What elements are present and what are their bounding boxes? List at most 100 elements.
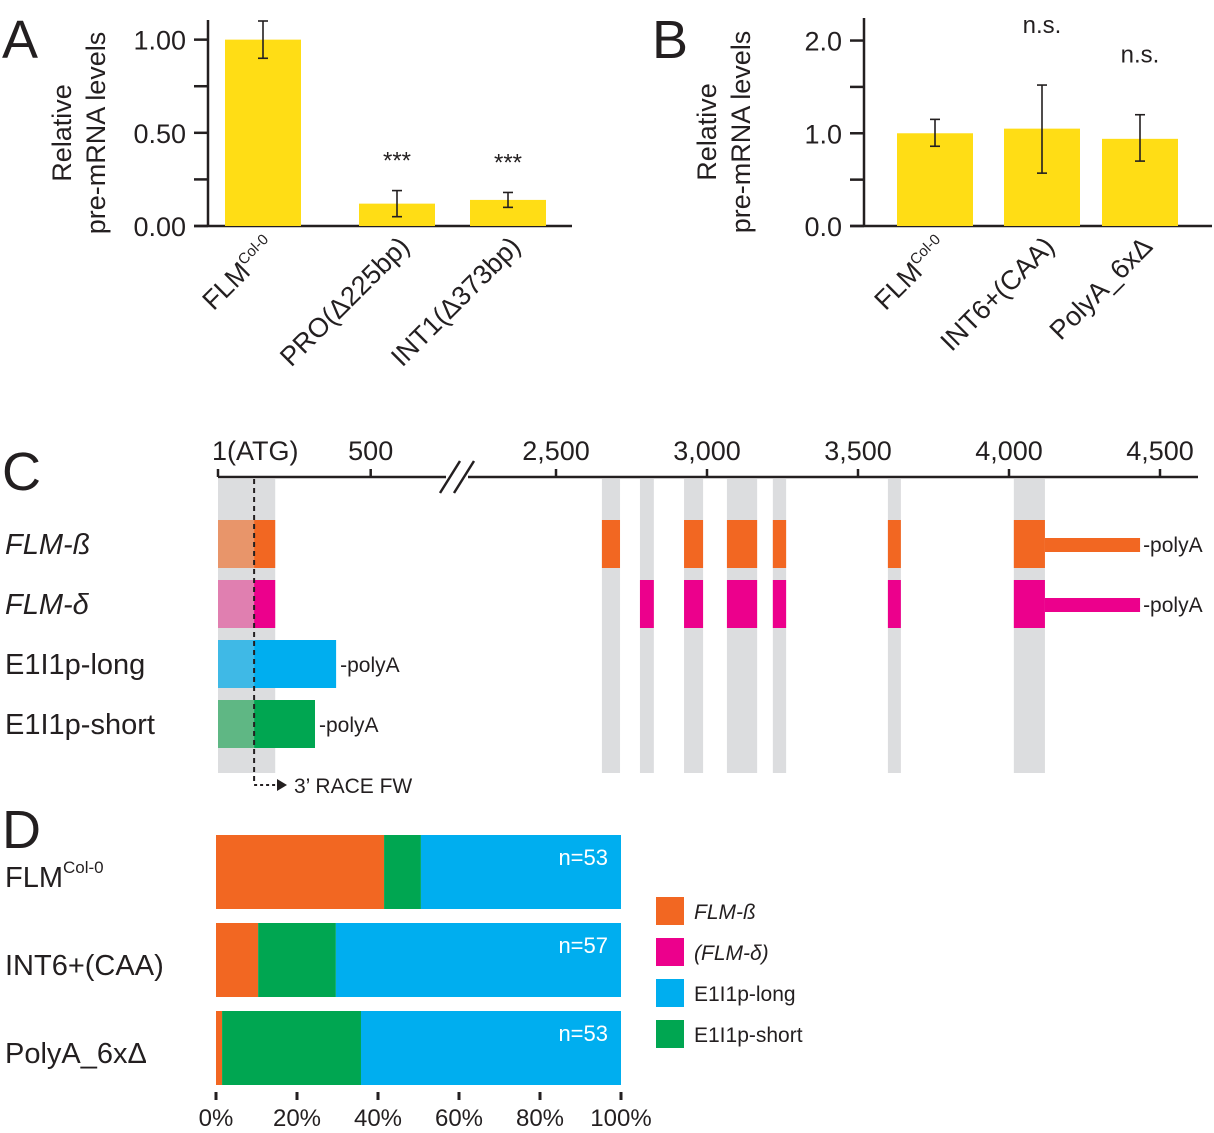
axis-tick-label: 2,500	[522, 436, 590, 466]
polya-label: -polyA	[319, 714, 379, 737]
panel-letter-b: B	[652, 10, 688, 70]
y-tick-label: 0.00	[133, 212, 186, 242]
stacked-bar-segment	[216, 923, 259, 997]
x-tick-label: 40%	[354, 1105, 402, 1132]
transcript-segment	[254, 640, 337, 688]
x-tick-label-text: PolyA_6xΔ	[1044, 231, 1159, 346]
category-name: PolyA_6xΔ	[1044, 231, 1159, 346]
sample-size-label: n=53	[558, 845, 608, 870]
utr-tail	[1044, 538, 1141, 552]
axis-break-mark	[438, 460, 462, 494]
x-tick-label-text: FLMCol-0	[196, 231, 281, 316]
panel-a-chart: 0.00 0.50 1.00 Relative pre-mRNA levels FLMCo…	[47, 20, 572, 372]
exon-segment	[1013, 580, 1045, 628]
bar	[225, 39, 301, 226]
exon-segment	[254, 520, 276, 568]
exon-segment	[887, 520, 901, 568]
category-name: PolyA_6xΔ	[5, 1038, 147, 1070]
panel-b-chart: 0.0 1.0 2.0 Relative pre-mRNA levels FLMCol-0…	[692, 12, 1212, 357]
category-superscript: Col-0	[63, 858, 104, 877]
primer-label: 3’ RACE FW	[294, 775, 412, 798]
exon-segment	[772, 580, 787, 628]
legend-label: FLM-ß	[694, 901, 756, 924]
y-tick-label: 1.00	[133, 26, 186, 56]
x-tick-label: PolyA_6xΔ	[1044, 231, 1159, 346]
utr-segment	[218, 580, 255, 628]
y-axis-title-line2: pre-mRNA levels	[726, 31, 756, 234]
y-axis-title: Relative pre-mRNA levels	[692, 31, 756, 234]
exon-segment	[726, 520, 758, 568]
exon-segment	[684, 520, 704, 568]
sample-size-label: n=53	[558, 1021, 608, 1046]
legend-swatch	[656, 979, 684, 1007]
stacked-bar-segment	[216, 1011, 223, 1085]
primer-arrow-icon	[277, 779, 287, 791]
category-label: PolyA_6xΔ	[5, 1038, 147, 1070]
exon-segment	[772, 520, 787, 568]
x-tick-label: 100%	[590, 1105, 651, 1132]
stacked-bar-segment	[384, 835, 421, 909]
significance-label: n.s.	[1023, 12, 1062, 39]
exon-segment	[1013, 520, 1045, 568]
x-tick-label: FLMCol-0	[196, 231, 281, 316]
x-tick-label: 0%	[199, 1105, 234, 1132]
track-label: FLM-ß	[5, 529, 90, 561]
exon-segment	[601, 520, 621, 568]
x-tick-label: FLMCol-0	[868, 231, 953, 316]
category-label: FLMCol-0	[5, 858, 104, 894]
stacked-bar-segment	[216, 835, 385, 909]
panel-letter-a: A	[2, 10, 38, 70]
panel-letter-c: C	[2, 442, 41, 502]
sample-size-label: n=57	[558, 933, 608, 958]
axis-tick-label: 3,000	[673, 436, 741, 466]
utr-segment	[218, 520, 255, 568]
y-axis-title-line1: Relative	[692, 83, 722, 181]
significance-label: ***	[494, 149, 522, 176]
exon-segment	[726, 580, 758, 628]
utr-segment	[218, 640, 255, 688]
x-tick-label-text: INT6+(CAA)	[935, 231, 1061, 357]
track-label: FLM-δ	[5, 589, 90, 621]
x-tick-label: 60%	[435, 1105, 483, 1132]
axis-tick-label: 3,500	[824, 436, 892, 466]
y-tick-label: 1.0	[804, 119, 842, 149]
x-tick-label: 80%	[516, 1105, 564, 1132]
axis-break-mark	[452, 460, 476, 494]
axis-tick-label: 500	[348, 436, 393, 466]
exon-segment	[254, 580, 276, 628]
axis-tick-label: 4,500	[1126, 436, 1194, 466]
y-axis-title: Relative pre-mRNA levels	[47, 32, 111, 235]
category-superscript: Col-0	[235, 231, 272, 268]
x-tick-label: 20%	[273, 1105, 321, 1132]
utr-tail	[1044, 598, 1141, 612]
exon-segment	[684, 580, 704, 628]
stacked-bar-segment	[420, 835, 621, 909]
panel-d-chart: n=53 FLMCol-0 n=57 INT6+(CAA) n=53 PolyA_6xΔ 0…	[5, 835, 803, 1132]
category-superscript: Col-0	[907, 231, 944, 268]
polya-label: -polyA	[1143, 534, 1203, 557]
panel-letter-d: D	[2, 800, 41, 860]
y-tick-label: 0.50	[133, 119, 186, 149]
track-label: E1I1p-long	[5, 649, 145, 681]
panel-c-diagram: 1(ATG) 500 2,500 3,000 3,500 4,000 4,500 FLM-ß -…	[5, 436, 1203, 798]
axis-tick-label: 1(ATG)	[212, 436, 299, 466]
stacked-bar-segment	[258, 923, 336, 997]
significance-label: n.s.	[1121, 42, 1160, 69]
stacked-bar-segment	[222, 1011, 361, 1085]
x-tick-label: INT6+(CAA)	[935, 231, 1061, 357]
stacked-bar-segment	[360, 1011, 621, 1085]
utr-segment	[218, 700, 255, 748]
significance-label: ***	[383, 148, 411, 175]
polya-label: -polyA	[340, 654, 400, 677]
legend-label: E1I1p-short	[694, 1024, 803, 1047]
legend-label: (FLM-δ)	[694, 942, 769, 965]
category-name: FLM	[5, 862, 63, 894]
y-axis-title-line1: Relative	[47, 84, 77, 182]
y-axis-title-line2: pre-mRNA levels	[81, 32, 111, 235]
category-name: INT6+(CAA)	[5, 950, 164, 982]
transcript-segment	[254, 700, 316, 748]
x-tick-label-text: FLMCol-0	[868, 231, 953, 316]
y-tick-label: 2.0	[804, 27, 842, 57]
legend-swatch	[656, 1020, 684, 1048]
